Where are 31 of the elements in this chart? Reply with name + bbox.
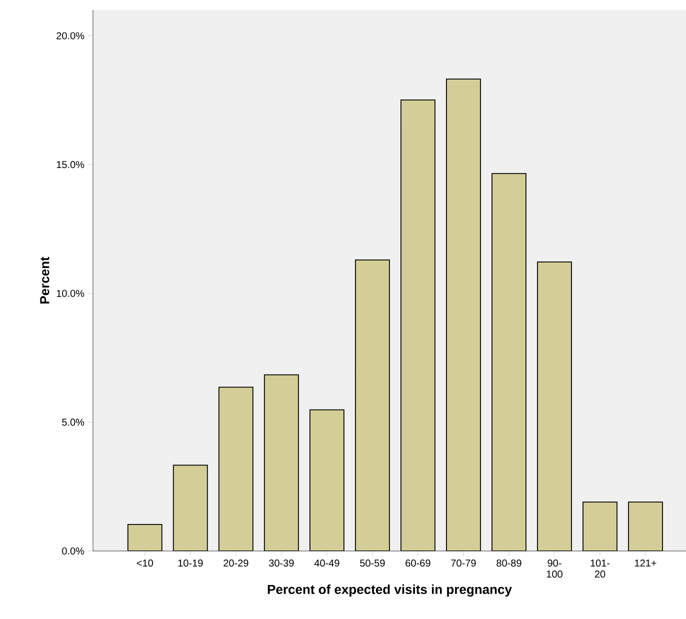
x-tick-label: <10	[136, 560, 153, 567]
x-tick-label: 20-29	[224, 560, 248, 567]
bar	[400, 99, 436, 551]
x-tick-label: 30-39	[269, 560, 294, 567]
x-tick-label: 90-100	[546, 560, 562, 578]
bar	[492, 173, 526, 551]
x-tick-label: 101-20	[590, 560, 610, 578]
y-tick-label: 10.0%	[56, 290, 84, 297]
y-axis-title: Percent	[40, 256, 50, 304]
x-tick-label: 60-69	[406, 560, 430, 567]
bar	[172, 464, 208, 551]
x-tick-label: 121+	[635, 560, 656, 567]
x-tick-label: 10-19	[178, 560, 203, 567]
y-tick-label: 20.0%	[56, 32, 84, 40]
y-tick-label: 15.0%	[56, 161, 84, 168]
x-tick-label: 80-89	[496, 560, 522, 567]
x-tick-label: 40-49	[314, 560, 340, 567]
x-tick-label: 50-59	[360, 560, 385, 567]
bar	[537, 262, 572, 551]
bar	[218, 386, 254, 551]
bar	[628, 502, 663, 551]
bar	[309, 409, 344, 551]
x-tick-label: 70-79	[451, 560, 476, 567]
bar	[446, 78, 481, 551]
bar	[354, 259, 390, 551]
bar	[582, 502, 618, 551]
bar	[264, 374, 299, 551]
x-axis-title: Percent of expected visits in pregnancy	[268, 584, 512, 597]
y-tick-label: 5.0%	[62, 418, 84, 426]
y-tick-label: 0.0%	[62, 547, 84, 555]
bar	[127, 524, 162, 551]
